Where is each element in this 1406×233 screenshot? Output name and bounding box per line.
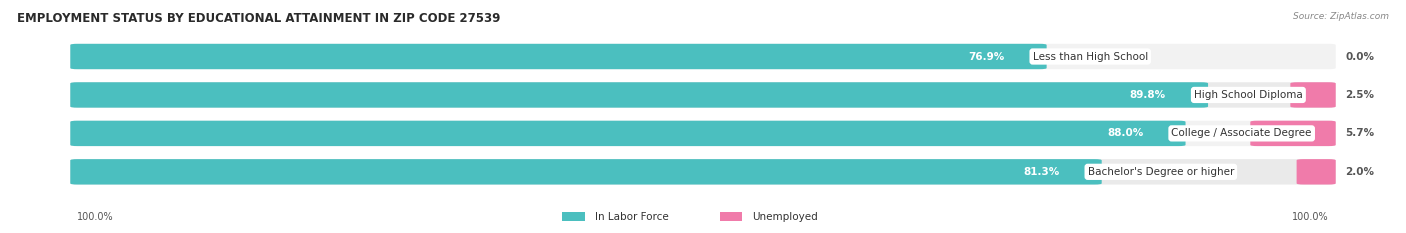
Text: 88.0%: 88.0% [1107,128,1143,138]
Text: 5.7%: 5.7% [1346,128,1375,138]
Text: Source: ZipAtlas.com: Source: ZipAtlas.com [1294,12,1389,21]
Text: 100.0%: 100.0% [1292,212,1329,222]
FancyBboxPatch shape [720,212,742,221]
Text: College / Associate Degree: College / Associate Degree [1171,128,1312,138]
Text: Bachelor's Degree or higher: Bachelor's Degree or higher [1088,167,1234,177]
FancyBboxPatch shape [70,121,1185,146]
FancyBboxPatch shape [70,44,1046,69]
Text: Unemployed: Unemployed [752,212,818,222]
Text: 76.9%: 76.9% [969,51,1004,62]
FancyBboxPatch shape [70,159,1336,185]
FancyBboxPatch shape [70,82,1208,108]
Text: 100.0%: 100.0% [77,212,114,222]
FancyBboxPatch shape [1296,159,1336,185]
Text: In Labor Force: In Labor Force [595,212,668,222]
FancyBboxPatch shape [70,159,1102,185]
Text: 81.3%: 81.3% [1024,167,1060,177]
Text: 2.5%: 2.5% [1346,90,1375,100]
FancyBboxPatch shape [562,212,585,221]
FancyBboxPatch shape [1250,121,1336,146]
Text: 0.0%: 0.0% [1346,51,1375,62]
Text: 89.8%: 89.8% [1130,90,1166,100]
FancyBboxPatch shape [70,82,1336,108]
Text: EMPLOYMENT STATUS BY EDUCATIONAL ATTAINMENT IN ZIP CODE 27539: EMPLOYMENT STATUS BY EDUCATIONAL ATTAINM… [17,12,501,25]
Text: 2.0%: 2.0% [1346,167,1375,177]
Text: Less than High School: Less than High School [1032,51,1147,62]
FancyBboxPatch shape [1291,82,1336,108]
FancyBboxPatch shape [70,121,1336,146]
FancyBboxPatch shape [70,44,1336,69]
Text: High School Diploma: High School Diploma [1194,90,1303,100]
